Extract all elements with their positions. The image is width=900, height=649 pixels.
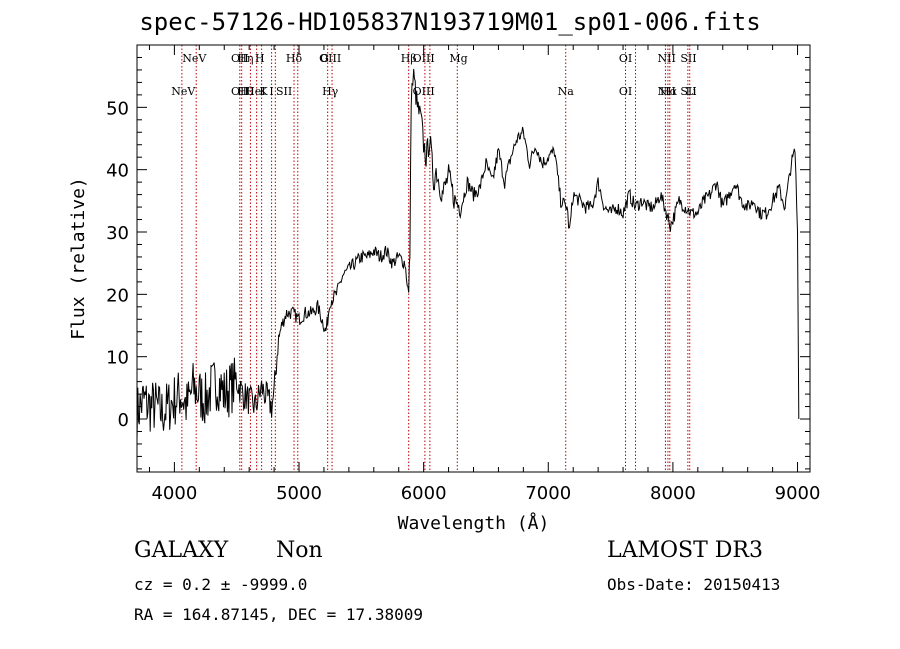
- line-label-bottom: NII: [658, 85, 676, 98]
- line-label-bottom: Hθ: [237, 85, 254, 98]
- line-label-top: OIII: [319, 52, 341, 65]
- y-tick-label: 40: [106, 161, 129, 182]
- x-tick-label: 9000: [775, 483, 821, 504]
- line-label-top: Mg: [449, 52, 467, 65]
- coordinates-line: RA = 164.87145, DEC = 17.38009: [134, 605, 423, 624]
- y-tick-label: 10: [106, 348, 129, 369]
- line-label-top: NeV: [182, 52, 207, 65]
- line-label-top: H: [255, 52, 265, 65]
- line-label-top: G: [320, 52, 329, 65]
- line-label-top: SII: [680, 52, 696, 65]
- line-label-top: OI: [619, 52, 632, 65]
- y-tick-label: 20: [106, 285, 129, 306]
- line-label-bottom: Hγ: [322, 85, 339, 98]
- chart-title: spec-57126-HD105837N193719M01_sp01-006.f…: [139, 8, 761, 36]
- y-tick-label: 30: [106, 223, 129, 244]
- line-label-top: Hη: [237, 52, 253, 65]
- plot-frame: [136, 44, 811, 473]
- line-label-top: Hδ: [286, 52, 303, 65]
- line-label-top: OIII: [413, 52, 435, 65]
- line-label-top: NII: [658, 52, 676, 65]
- line-label-bottom: OI: [619, 85, 632, 98]
- line-label-bottom: K: [259, 85, 268, 98]
- line-label-bottom: Hα: [660, 85, 678, 98]
- line-label-bottom: Li: [686, 85, 697, 98]
- x-tick-label: 8000: [650, 483, 696, 504]
- spectrum-line: [136, 68, 800, 441]
- line-label-top: Hβ: [401, 52, 417, 65]
- y-axis-label: Flux (relative): [68, 177, 89, 340]
- survey-label: LAMOST DR3: [607, 538, 763, 563]
- x-tick-label: 4000: [151, 483, 197, 504]
- line-label-bottom: HeI: [245, 85, 265, 98]
- y-tick-label: 0: [118, 410, 129, 431]
- line-label-bottom: Na: [558, 85, 575, 98]
- line-label-bottom: SII: [276, 85, 292, 98]
- object-type-label: GALAXY: [134, 538, 229, 563]
- x-tick-label: 7000: [525, 483, 571, 504]
- line-label-bottom: NeV: [171, 85, 196, 98]
- line-label-bottom: I: [269, 85, 273, 98]
- line-label-bottom: SII: [680, 85, 696, 98]
- x-axis-label: Wavelength (Å): [398, 512, 550, 534]
- subclass-label: Non: [276, 538, 323, 563]
- line-label-bottom: OIII: [413, 85, 435, 98]
- x-tick-label: 6000: [401, 483, 447, 504]
- y-tick-label: 50: [106, 98, 129, 119]
- x-tick-label: 5000: [276, 483, 322, 504]
- line-label-bottom: OII: [231, 85, 249, 98]
- redshift-line: cz = 0.2 ± -9999.0: [134, 575, 308, 594]
- line-label-top: OII: [231, 52, 249, 65]
- obs-date-line: Obs-Date: 20150413: [607, 575, 781, 594]
